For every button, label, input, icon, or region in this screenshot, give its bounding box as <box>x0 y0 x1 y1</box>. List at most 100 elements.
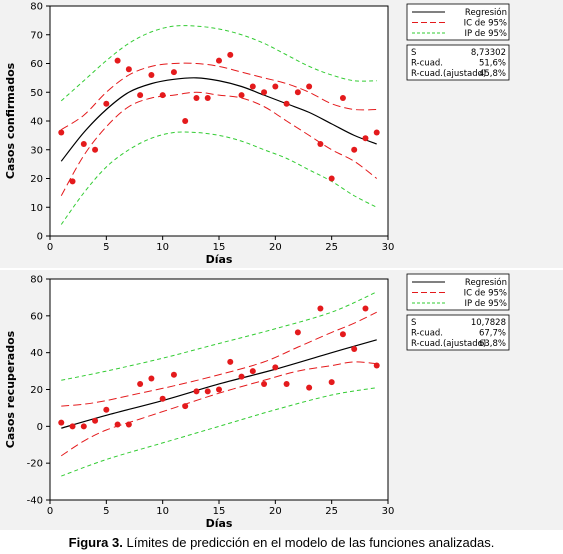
stats-box <box>406 314 510 351</box>
data-point <box>216 386 222 393</box>
data-point <box>339 331 346 338</box>
y-tick-label: 80 <box>30 275 43 286</box>
data-point <box>80 423 87 430</box>
y-tick-label: 0 <box>37 422 43 433</box>
y-tick-label: 40 <box>30 348 43 359</box>
data-point <box>362 305 369 312</box>
pi-upper-line <box>61 291 377 381</box>
legend-label: IP de 95% <box>464 29 507 39</box>
data-point <box>114 57 121 64</box>
x-tick-label: 25 <box>325 242 338 253</box>
data-point <box>170 371 177 378</box>
data-point <box>238 373 245 380</box>
stats-box <box>406 44 510 81</box>
stat-value: 10,7828 <box>471 318 506 328</box>
x-tick-label: 20 <box>269 242 282 253</box>
x-tick-label: 0 <box>47 506 53 517</box>
x-tick-label: 15 <box>213 506 226 517</box>
ci-lower-line <box>60 361 377 457</box>
data-point <box>216 57 222 64</box>
data-point <box>148 72 155 78</box>
y-tick-label: 60 <box>30 311 43 322</box>
chart-1: 0 5 10 15 20 25 30 0 10 20 30 40 50 60 70 80 Días Casos c… <box>0 0 563 268</box>
stat-label: R-cuad. <box>411 59 443 69</box>
data-point <box>114 421 121 428</box>
stat-label: S <box>411 48 416 58</box>
data-point <box>58 129 65 136</box>
legend-label: IC de 95% <box>464 19 507 29</box>
data-point <box>249 368 256 375</box>
data-point <box>125 421 132 428</box>
y-tick-label: 60 <box>30 59 43 70</box>
data-point <box>69 178 76 185</box>
x-tick-label: 15 <box>213 242 226 253</box>
pi-lower-line <box>61 387 377 477</box>
data-point <box>170 69 177 76</box>
data-point <box>159 395 166 402</box>
ci-lower-line <box>60 91 378 196</box>
caption-label: Figura 3. <box>68 535 123 550</box>
x-tick-label: 25 <box>325 506 338 517</box>
stat-label: R-cuad.(ajustado) <box>411 69 486 79</box>
stat-label: S <box>411 318 416 328</box>
data-point <box>261 89 268 96</box>
data-point <box>306 384 313 391</box>
data-point <box>283 100 290 107</box>
legend-label: IP de 95% <box>464 299 507 309</box>
data-point <box>92 417 99 424</box>
data-point <box>137 92 144 99</box>
data-point <box>182 118 189 124</box>
figure-caption: Figura 3. Límites de predicción en el mo… <box>0 535 563 550</box>
x-tick-label: 10 <box>156 506 169 517</box>
data-point <box>92 146 99 153</box>
data-point <box>182 403 189 410</box>
data-point <box>249 83 256 90</box>
data-point <box>317 141 324 147</box>
pi-upper-line <box>60 25 377 102</box>
pi-lower-line <box>60 131 377 225</box>
caption-text: Límites de predicción en el modelo de la… <box>126 535 495 550</box>
data-point <box>306 83 313 90</box>
stat-value: 67,7% <box>479 329 506 339</box>
y-tick-label: 0 <box>37 232 43 243</box>
data-point <box>159 92 166 99</box>
data-point <box>69 423 76 430</box>
y-axis-label: Casos recuperados <box>4 330 17 448</box>
ci-upper-line <box>60 62 377 131</box>
y-tick-label: -40 <box>27 496 43 507</box>
data-point <box>238 92 245 99</box>
data-point <box>328 175 335 182</box>
x-axis-label: Días <box>206 253 233 266</box>
x-tick-label: 30 <box>382 242 395 253</box>
data-point <box>148 375 155 382</box>
data-point <box>137 380 144 387</box>
y-tick-label: 50 <box>30 88 43 99</box>
data-point <box>103 100 110 107</box>
data-point <box>227 51 234 58</box>
plot-area <box>49 5 389 237</box>
data-point <box>58 419 65 426</box>
data-point <box>373 129 380 136</box>
data-point <box>227 358 234 365</box>
legend-label: IC de 95% <box>464 289 507 299</box>
data-point <box>294 89 301 96</box>
regression-line <box>60 77 377 162</box>
data-point <box>328 379 335 386</box>
y-tick-label: 20 <box>30 174 43 185</box>
regression-line <box>61 339 377 429</box>
data-point <box>80 141 87 147</box>
x-axis-label: Días <box>206 517 233 530</box>
stat-value: 51,6% <box>479 59 506 69</box>
y-tick-label: 80 <box>30 2 43 13</box>
data-point <box>362 135 369 142</box>
data-point <box>204 388 211 395</box>
y-tick-label: 40 <box>30 117 43 128</box>
legend-label: Regresión <box>465 7 507 18</box>
data-point <box>193 95 200 101</box>
stat-value: 63,8% <box>479 339 506 349</box>
stat-value: 45,8% <box>479 69 506 79</box>
data-point <box>294 329 301 336</box>
ci-upper-line <box>61 311 377 407</box>
chart-2: 0 5 10 15 20 25 30 -40 -20 0 20 40 60 80 Días Casos rec… <box>0 270 563 530</box>
